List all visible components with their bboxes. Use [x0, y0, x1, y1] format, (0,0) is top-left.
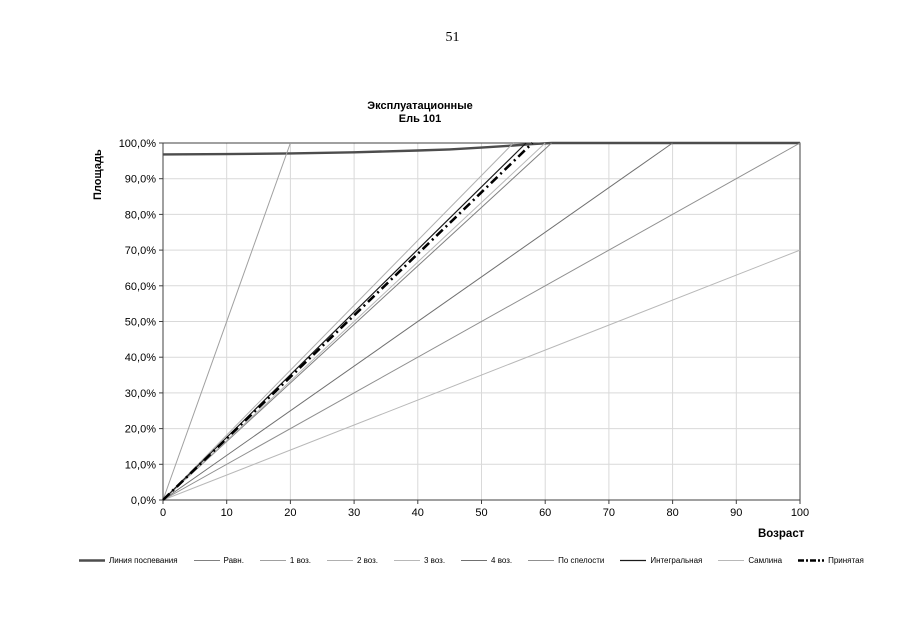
legend-label: Принятая	[828, 556, 864, 565]
x-tick-label: 0	[160, 507, 166, 519]
chart-subtitle: Ель 101	[398, 113, 442, 125]
legend-item: Равн.	[193, 556, 244, 565]
series-line-5	[162, 142, 673, 501]
legend-line-sample-icon	[326, 560, 353, 561]
legend-line-sample-icon	[620, 559, 647, 562]
y-tick-label: 0,0%	[131, 495, 156, 507]
legend-label: Равн.	[223, 556, 244, 565]
legend-item: Принятая	[797, 556, 864, 565]
y-tick-label: 100,0%	[119, 138, 157, 150]
x-tick-label: 60	[539, 507, 551, 519]
y-tick-label: 30,0%	[125, 388, 156, 400]
legend-label: 1 воз.	[289, 556, 311, 565]
x-tick-label: 80	[666, 507, 678, 519]
x-tick-label: 70	[603, 507, 615, 519]
y-tick-label: 80,0%	[125, 209, 156, 221]
legend-label: 2 воз.	[356, 556, 379, 565]
y-tick-label: 20,0%	[125, 424, 156, 436]
legend-item: 1 воз.	[259, 556, 311, 565]
legend-label: По спелости	[558, 556, 605, 565]
x-tick-label: 50	[475, 507, 487, 519]
series-line-3	[162, 142, 514, 501]
x-tick-label: 10	[221, 507, 233, 519]
legend-item: По спелости	[527, 556, 604, 565]
x-tick-label: 90	[730, 507, 742, 519]
x-tick-label: 40	[412, 507, 424, 519]
chart-title: Эксплуатационные	[367, 100, 473, 112]
y-tick-label: 50,0%	[125, 317, 156, 329]
legend-label: Самлина	[748, 556, 783, 565]
legend-label: 4 воз.	[491, 556, 513, 565]
y-tick-label: 40,0%	[125, 352, 156, 364]
legend-item: Интегральная	[619, 556, 702, 565]
y-tick-label: 10,0%	[125, 459, 156, 471]
legend-line-sample-icon	[528, 560, 555, 561]
legend-line-sample-icon	[718, 560, 745, 561]
x-tick-label: 100	[791, 507, 809, 519]
series-line-4	[162, 142, 546, 501]
x-tick-label: 30	[348, 507, 360, 519]
legend-item: Линия поспевания	[78, 556, 178, 565]
legend-label: Интегральная	[650, 556, 703, 565]
legend-item: 2 воз.	[326, 556, 378, 565]
legend-line-sample-icon	[193, 560, 220, 561]
x-tick-label: 20	[284, 507, 296, 519]
legend-item: Самлина	[717, 556, 782, 565]
chart-legend: Линия поспевания Равн. 1 воз. 2 воз. 3 воз. 4…	[78, 556, 864, 565]
legend-line-sample-icon	[259, 560, 286, 561]
x-axis-title: Возраст	[758, 528, 805, 540]
legend-line-sample-icon	[798, 559, 825, 562]
series-line-1	[162, 142, 552, 501]
legend-line-sample-icon	[79, 559, 105, 562]
legend-line-sample-icon	[461, 560, 488, 561]
series-line-0	[162, 141, 800, 156]
legend-line-sample-icon	[393, 560, 420, 561]
series-line-8	[162, 249, 801, 501]
series-line-6	[162, 142, 801, 501]
legend-label: 3 воз.	[423, 556, 446, 565]
y-tick-label: 70,0%	[125, 245, 156, 257]
legend-item: 3 воз.	[393, 556, 445, 565]
legend-label: Линия поспевания	[109, 556, 178, 565]
series-line-2	[162, 142, 291, 501]
page-number: 51	[445, 30, 460, 45]
legend-item: 4 воз.	[460, 556, 512, 565]
y-tick-label: 90,0%	[125, 174, 156, 186]
y-tick-label: 60,0%	[125, 281, 156, 293]
